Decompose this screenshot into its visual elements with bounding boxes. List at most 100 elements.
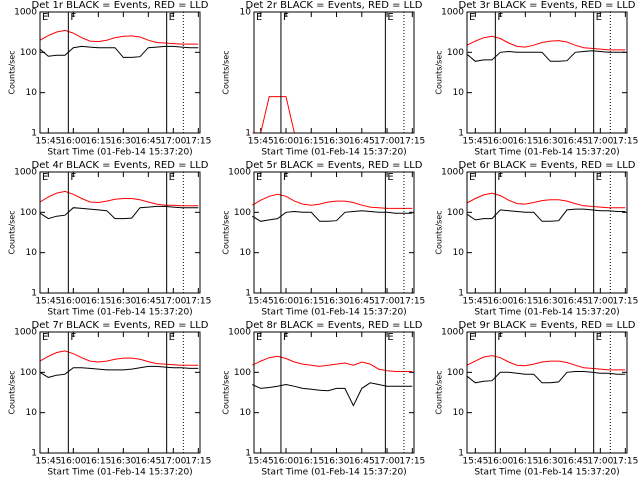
x-axis-label: Start Time (01-Feb-14 15:37:20) [474,148,619,158]
marker-label: E [596,12,602,23]
panel-title: Det 7r BLACK = Events, RED = LLD [32,320,209,331]
x-tick-label: 15:45 [35,297,61,307]
x-tick-label: 17:15 [612,457,638,467]
y-tick-label: 100 [447,48,464,58]
x-tick-label: 16:30 [537,457,563,467]
x-tick-label: 16:30 [110,457,136,467]
x-tick-label: 16:30 [537,297,563,307]
y-axis-label: Counts/sec [222,50,231,94]
marker-label: E [387,332,393,343]
x-tick-label: 16:00 [60,297,86,307]
x-tick-label: 15:45 [248,457,274,467]
y-tick-label: 10 [26,408,38,418]
x-tick-label: 17:00 [587,137,613,147]
x-tick-label: 17:15 [399,297,425,307]
x-tick-label: 16:15 [85,297,111,307]
series-line [39,45,199,58]
x-tick-label: 15:45 [462,297,488,307]
panel-title: Det 4r BLACK = Events, RED = LLD [32,160,209,171]
y-tick-label: 100 [234,208,251,218]
x-tick-label: 16:30 [110,297,136,307]
y-tick-label: 100 [20,368,37,378]
marker-label: F [283,332,289,343]
y-tick-label: 1000 [14,8,37,18]
x-tick-label: 16:15 [512,457,538,467]
x-axis-label: Start Time (01-Feb-14 15:37:20) [47,468,192,478]
y-tick-label: 1000 [14,168,37,178]
plot-frame [39,331,201,454]
panel: Det 3r BLACK = Events, RED = LLD Start Ti… [435,0,639,158]
y-axis-label: Counts/sec [8,210,17,254]
marker-label: E [42,332,48,343]
y-tick-label: 10 [453,408,465,418]
y-tick-label: 1 [245,449,251,459]
x-tick-label: 17:00 [160,297,186,307]
x-tick-label: 16:45 [349,297,375,307]
x-tick-label: 17:00 [587,297,613,307]
series-line [466,35,626,51]
series-line [466,355,626,371]
marker-label: F [497,332,503,343]
x-axis-label: Start Time (01-Feb-14 15:37:20) [261,148,406,158]
x-tick-label: 16:15 [298,457,324,467]
x-tick-label: 16:15 [85,137,111,147]
x-tick-label: 16:45 [562,457,588,467]
x-tick-label: 16:00 [487,137,513,147]
marker-label: E [256,172,262,183]
marker-label: E [169,12,175,23]
y-tick-label: 1 [31,449,37,459]
x-tick-label: 15:45 [248,297,274,307]
marker-label: E [596,172,602,183]
y-axis-label: Counts/sec [222,370,231,414]
panel: Det 9r BLACK = Events, RED = LLD Start Ti… [435,320,639,478]
y-tick-label: 10 [240,408,252,418]
panel: Det 2r BLACK = Events, RED = LLD Start Ti… [222,0,426,158]
y-tick-label: 10 [26,88,38,98]
series-line [466,208,626,222]
y-tick-label: 1 [245,129,251,139]
panel: Det 1r BLACK = Events, RED = LLD Start Ti… [8,0,212,158]
y-axis-label: Counts/sec [8,50,17,94]
panel-title: Det 1r BLACK = Events, RED = LLD [32,0,209,11]
y-axis-label: Counts/sec [435,370,444,414]
x-tick-label: 17:15 [612,297,638,307]
marker-label: E [42,172,48,183]
y-tick-label: 10 [453,88,465,98]
x-tick-label: 15:45 [248,137,274,147]
x-tick-label: 17:00 [374,457,400,467]
marker-label: E [387,12,393,23]
y-tick-label: 10 [240,8,252,18]
x-tick-label: 16:45 [135,457,161,467]
series-line [39,205,199,220]
series-line [39,190,199,207]
x-tick-label: 15:45 [462,137,488,147]
x-tick-label: 17:15 [612,137,638,147]
x-tick-label: 16:15 [512,137,538,147]
x-tick-label: 16:15 [298,137,324,147]
panel-title: Det 6r BLACK = Events, RED = LLD [459,160,636,171]
y-tick-label: 1 [458,129,464,139]
marker-label: E [469,332,475,343]
y-tick-label: 1 [31,289,37,299]
x-tick-label: 16:15 [512,297,538,307]
x-tick-label: 16:00 [487,457,513,467]
panel-title: Det 3r BLACK = Events, RED = LLD [459,0,636,11]
series-line [39,29,199,45]
plot-frame [253,331,415,454]
panel-title: Det 8r BLACK = Events, RED = LLD [246,320,423,331]
x-axis-label: Start Time (01-Feb-14 15:37:20) [47,308,192,318]
x-tick-label: 16:30 [324,137,350,147]
y-tick-label: 1000 [228,328,251,338]
x-tick-label: 16:30 [324,457,350,467]
y-tick-label: 10 [240,248,252,258]
panel: Det 8r BLACK = Events, RED = LLD Start Ti… [222,320,426,478]
y-axis-label: Counts/sec [8,370,17,414]
x-axis-label: Start Time (01-Feb-14 15:37:20) [474,468,619,478]
panel: Det 7r BLACK = Events, RED = LLD Start Ti… [8,320,212,478]
x-tick-label: 16:30 [110,137,136,147]
y-tick-label: 10 [26,248,38,258]
y-axis-label: Counts/sec [222,210,231,254]
x-tick-label: 16:15 [298,297,324,307]
marker-label: E [256,332,262,343]
